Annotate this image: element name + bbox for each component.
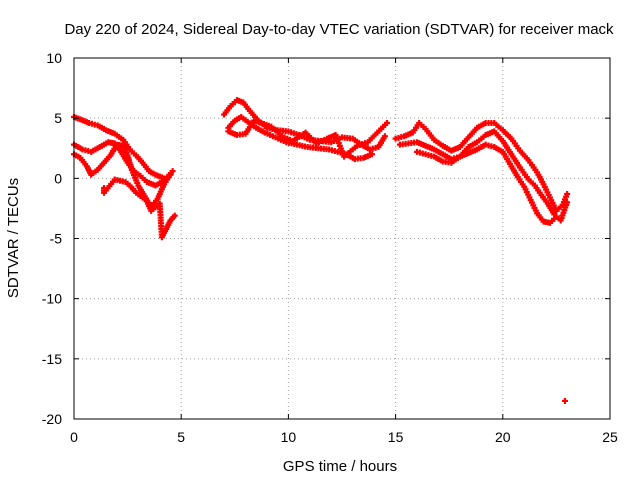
y-tick-label: -20: [42, 411, 62, 427]
data-point: [381, 133, 388, 140]
data-series: [396, 128, 571, 224]
data-point: [384, 119, 391, 126]
data-point: [561, 397, 568, 404]
y-tick-label: -10: [42, 291, 62, 307]
x-tick-label: 5: [177, 429, 185, 445]
y-tick-label: 0: [54, 170, 62, 186]
data-point: [167, 171, 174, 178]
x-axis: 0 5 10 15 20 25: [70, 58, 618, 445]
x-tick-label: 0: [70, 429, 78, 445]
data-point: [553, 213, 560, 220]
y-axis-label: SDTVAR / TECUs: [5, 178, 22, 298]
data-series: [392, 119, 571, 214]
y-tick-label: -15: [42, 351, 62, 367]
y-tick-label: -5: [50, 231, 63, 247]
chart-title: Day 220 of 2024, Sidereal Day-to-day VTE…: [64, 21, 614, 38]
data-series: [225, 117, 391, 160]
y-tick-label: 5: [54, 110, 62, 126]
data-point: [564, 190, 571, 197]
data-point: [369, 151, 376, 158]
data-series: [561, 397, 568, 404]
x-tick-label: 10: [281, 429, 297, 445]
y-axis: 10 5 0 -5 -10 -15 -20: [42, 50, 610, 427]
grid: [74, 58, 610, 419]
y-tick-label: 10: [46, 50, 62, 66]
data-series: [101, 176, 178, 241]
x-tick-label: 15: [388, 429, 404, 445]
x-tick-label: 25: [602, 429, 618, 445]
data-point: [171, 212, 178, 219]
data-point: [564, 199, 571, 206]
data-points: [71, 97, 571, 404]
x-tick-label: 20: [495, 429, 511, 445]
x-axis-label: GPS time / hours: [283, 458, 397, 475]
data-series: [414, 141, 560, 226]
data-point: [169, 168, 176, 175]
